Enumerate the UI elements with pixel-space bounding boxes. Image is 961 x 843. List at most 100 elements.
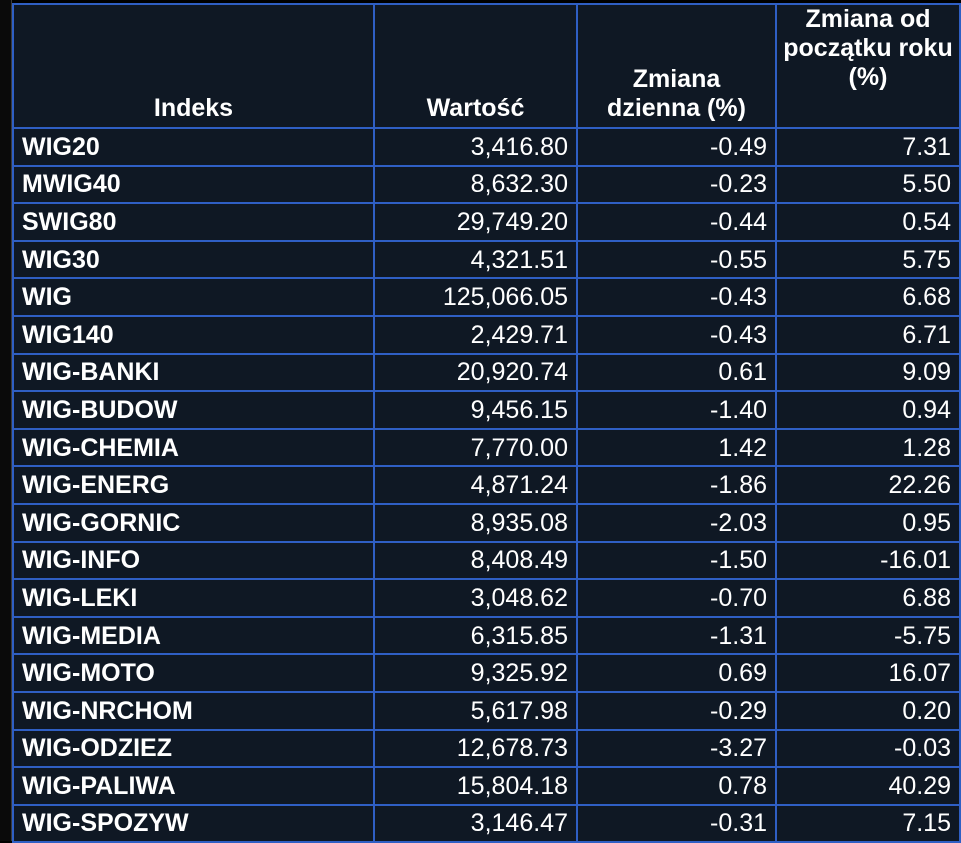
- index-value-cell: 8,935.08: [373, 502, 578, 543]
- index-name-cell: WIG-BUDOW: [12, 390, 375, 430]
- index-name-cell: WIG-ENERG: [12, 465, 375, 505]
- header-daily-change: Zmiana dzienna (%): [576, 3, 777, 129]
- index-value-cell: 4,321.51: [373, 239, 578, 280]
- index-value-cell: 3,048.62: [373, 578, 578, 618]
- table-row: WIG-BUDOW 9,456.15 -1.40 0.94: [12, 390, 961, 430]
- ytd-change-cell: 6.71: [775, 314, 961, 355]
- index-value-cell: 4,871.24: [373, 465, 578, 505]
- ytd-change-cell: -0.03: [775, 728, 961, 769]
- ytd-change-cell: 6.88: [775, 578, 961, 618]
- ytd-change-cell: 6.68: [775, 277, 961, 317]
- daily-change-cell: -0.49: [576, 127, 777, 167]
- daily-change-cell: -0.23: [576, 164, 777, 205]
- index-name-cell: MWIG40: [12, 164, 375, 205]
- index-value-cell: 3,416.80: [373, 127, 578, 167]
- index-value-cell: 20,920.74: [373, 352, 578, 393]
- daily-change-cell: -2.03: [576, 502, 777, 543]
- ytd-change-cell: 7.31: [775, 127, 961, 167]
- index-name-cell: WIG30: [12, 239, 375, 280]
- daily-change-cell: 1.42: [576, 427, 777, 468]
- index-table: Indeks Wartość Zmiana dzienna (%) Zmiana…: [12, 3, 961, 843]
- index-name-cell: WIG20: [12, 127, 375, 167]
- index-value-cell: 29,749.20: [373, 202, 578, 242]
- ytd-change-cell: 22.26: [775, 465, 961, 505]
- index-name-cell: WIG-GORNIC: [12, 502, 375, 543]
- table-row: WIG-MEDIA 6,315.85 -1.31 -5.75: [12, 615, 961, 656]
- daily-change-cell: -1.50: [576, 540, 777, 581]
- table-row: WIG-ODZIEZ 12,678.73 -3.27 -0.03: [12, 728, 961, 769]
- table-row: WIG-BANKI 20,920.74 0.61 9.09: [12, 352, 961, 393]
- ytd-change-cell: 40.29: [775, 766, 961, 806]
- table-row: MWIG40 8,632.30 -0.23 5.50: [12, 164, 961, 205]
- ytd-change-cell: 7.15: [775, 803, 961, 843]
- header-ytd-change: Zmiana od początku roku (%): [775, 3, 961, 129]
- header-name: Indeks: [12, 3, 375, 129]
- daily-change-cell: -0.31: [576, 803, 777, 843]
- index-name-cell: WIG-PALIWA: [12, 766, 375, 806]
- index-value-cell: 9,456.15: [373, 390, 578, 430]
- index-value-cell: 15,804.18: [373, 766, 578, 806]
- ytd-change-cell: 5.50: [775, 164, 961, 205]
- index-value-cell: 6,315.85: [373, 615, 578, 656]
- index-name-cell: WIG-SPOZYW: [12, 803, 375, 843]
- table-row: WIG-GORNIC 8,935.08 -2.03 0.95: [12, 502, 961, 543]
- ytd-change-cell: 0.20: [775, 690, 961, 731]
- table-row: WIG-MOTO 9,325.92 0.69 16.07: [12, 653, 961, 693]
- daily-change-cell: 0.69: [576, 653, 777, 693]
- table-row: WIG-INFO 8,408.49 -1.50 -16.01: [12, 540, 961, 581]
- table-row: WIG140 2,429.71 -0.43 6.71: [12, 314, 961, 355]
- index-name-cell: WIG-CHEMIA: [12, 427, 375, 468]
- header-ytd-change-text: Zmiana od początku roku (%): [783, 5, 953, 91]
- daily-change-cell: -0.55: [576, 239, 777, 280]
- left-edge-strip: [0, 0, 12, 841]
- daily-change-cell: -1.31: [576, 615, 777, 656]
- daily-change-cell: 0.78: [576, 766, 777, 806]
- table-row: WIG 125,066.05 -0.43 6.68: [12, 277, 961, 317]
- index-name-cell: WIG-MEDIA: [12, 615, 375, 656]
- index-value-cell: 9,325.92: [373, 653, 578, 693]
- index-value-cell: 7,770.00: [373, 427, 578, 468]
- table-row: WIG-PALIWA 15,804.18 0.78 40.29: [12, 766, 961, 806]
- index-name-cell: WIG-BANKI: [12, 352, 375, 393]
- index-name-cell: WIG-ODZIEZ: [12, 728, 375, 769]
- daily-change-cell: -0.43: [576, 314, 777, 355]
- ytd-change-cell: 1.28: [775, 427, 961, 468]
- index-value-cell: 8,408.49: [373, 540, 578, 581]
- table-row: WIG-LEKI 3,048.62 -0.70 6.88: [12, 578, 961, 618]
- daily-change-cell: -0.70: [576, 578, 777, 618]
- index-name-cell: WIG140: [12, 314, 375, 355]
- ytd-change-cell: -5.75: [775, 615, 961, 656]
- table-row: WIG-CHEMIA 7,770.00 1.42 1.28: [12, 427, 961, 468]
- header-row: Indeks Wartość Zmiana dzienna (%) Zmiana…: [12, 3, 961, 129]
- index-value-cell: 125,066.05: [373, 277, 578, 317]
- daily-change-cell: -0.29: [576, 690, 777, 731]
- table-row: WIG20 3,416.80 -0.49 7.31: [12, 127, 961, 167]
- table-row: WIG-SPOZYW 3,146.47 -0.31 7.15: [12, 803, 961, 843]
- daily-change-cell: -0.44: [576, 202, 777, 242]
- ytd-change-cell: 0.54: [775, 202, 961, 242]
- index-name-cell: SWIG80: [12, 202, 375, 242]
- ytd-change-cell: 9.09: [775, 352, 961, 393]
- index-value-cell: 3,146.47: [373, 803, 578, 843]
- header-value: Wartość: [373, 3, 578, 129]
- index-name-cell: WIG-MOTO: [12, 653, 375, 693]
- daily-change-cell: -0.43: [576, 277, 777, 317]
- table-row: WIG-ENERG 4,871.24 -1.86 22.26: [12, 465, 961, 505]
- index-value-cell: 12,678.73: [373, 728, 578, 769]
- index-value-cell: 2,429.71: [373, 314, 578, 355]
- table-row: WIG-NRCHOM 5,617.98 -0.29 0.20: [12, 690, 961, 731]
- ytd-change-cell: 0.94: [775, 390, 961, 430]
- index-name-cell: WIG-INFO: [12, 540, 375, 581]
- table-row: SWIG80 29,749.20 -0.44 0.54: [12, 202, 961, 242]
- table-body: WIG20 3,416.80 -0.49 7.31 MWIG40 8,632.30 -0.2…: [12, 127, 961, 843]
- ytd-change-cell: 16.07: [775, 653, 961, 693]
- index-value-cell: 5,617.98: [373, 690, 578, 731]
- daily-change-cell: -1.40: [576, 390, 777, 430]
- ytd-change-cell: 5.75: [775, 239, 961, 280]
- daily-change-cell: -1.86: [576, 465, 777, 505]
- table-row: WIG30 4,321.51 -0.55 5.75: [12, 239, 961, 280]
- index-name-cell: WIG-NRCHOM: [12, 690, 375, 731]
- index-value-cell: 8,632.30: [373, 164, 578, 205]
- ytd-change-cell: 0.95: [775, 502, 961, 543]
